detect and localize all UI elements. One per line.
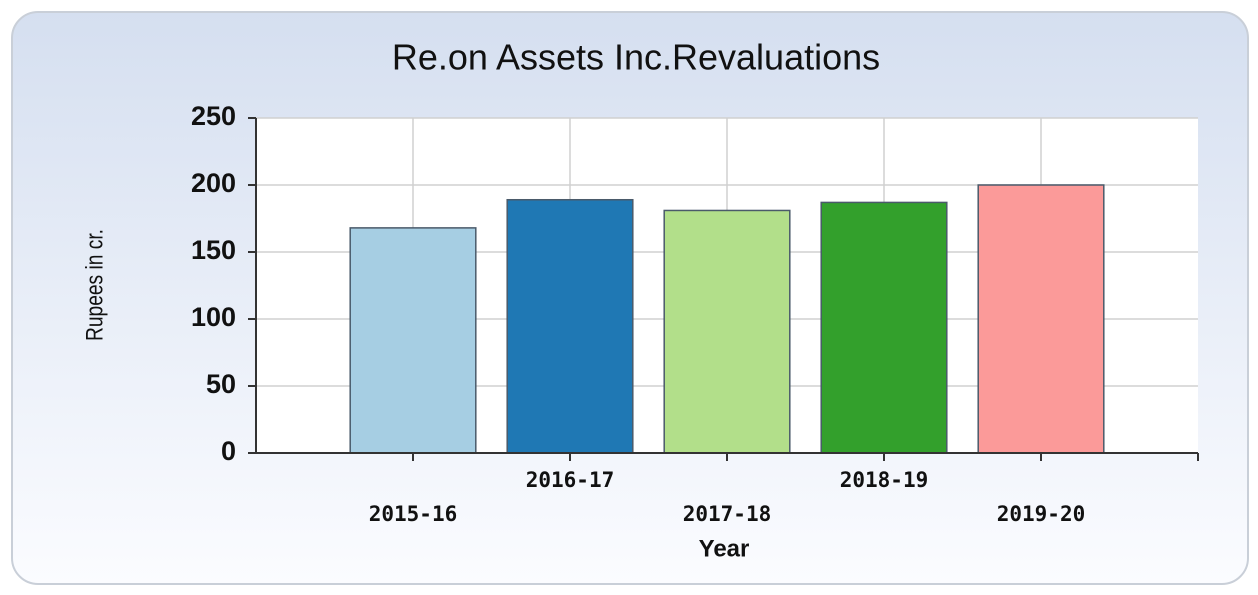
x-tick-label: 2017-18: [683, 502, 772, 526]
y-axis-label: Rupees in cr.: [80, 229, 108, 341]
x-tick-label: 2016-17: [526, 468, 615, 492]
chart-title: Re.on Assets Inc.Revaluations: [392, 37, 880, 78]
bar: [349, 227, 477, 454]
bar: [663, 209, 791, 454]
y-tick-label: 150: [191, 235, 236, 265]
x-tick-label: 2015-16: [369, 502, 458, 526]
y-tick-label: 0: [221, 436, 236, 466]
x-axis-label: Year: [699, 535, 750, 562]
y-tick-label: 100: [191, 302, 236, 332]
y-tick-label: 50: [206, 369, 236, 399]
bar: [820, 201, 948, 454]
y-tick-label: 200: [191, 168, 236, 198]
bar: [506, 198, 634, 454]
bar: [977, 184, 1105, 454]
x-tick-label: 2019-20: [997, 502, 1086, 526]
x-tick-label: 2018-19: [840, 468, 929, 492]
y-tick-label: 250: [191, 101, 236, 131]
